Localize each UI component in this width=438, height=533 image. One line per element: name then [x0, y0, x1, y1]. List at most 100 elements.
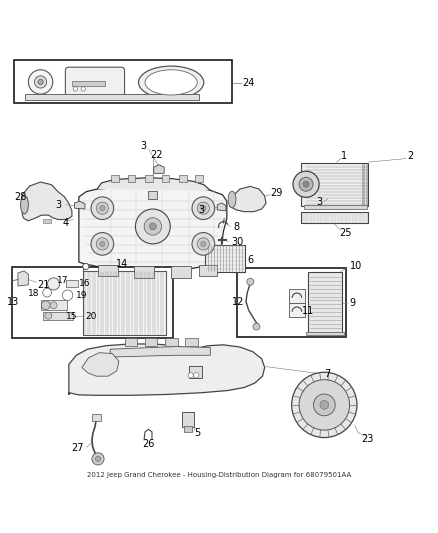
Bar: [306, 332, 344, 335]
Text: 27: 27: [71, 443, 84, 454]
Circle shape: [91, 197, 114, 220]
Text: 7: 7: [325, 369, 331, 379]
Ellipse shape: [83, 263, 89, 270]
Bar: [237, 268, 346, 337]
Bar: [182, 412, 194, 426]
Text: 24: 24: [242, 78, 255, 88]
Text: 20: 20: [85, 312, 96, 321]
Text: 23: 23: [361, 434, 373, 444]
Text: 3: 3: [198, 205, 205, 215]
Polygon shape: [82, 353, 119, 376]
Bar: [179, 175, 187, 182]
Bar: [12, 266, 173, 338]
Circle shape: [96, 238, 109, 250]
Circle shape: [43, 288, 51, 297]
Polygon shape: [69, 344, 265, 395]
Bar: [127, 175, 135, 182]
Bar: [301, 163, 368, 206]
Polygon shape: [79, 184, 227, 270]
Circle shape: [45, 312, 52, 319]
Circle shape: [192, 232, 215, 255]
Text: 5: 5: [194, 428, 200, 438]
Polygon shape: [97, 177, 210, 190]
Bar: [124, 338, 137, 346]
Bar: [72, 80, 105, 86]
Bar: [289, 289, 305, 303]
Circle shape: [92, 453, 104, 465]
Ellipse shape: [138, 66, 204, 99]
Bar: [289, 303, 305, 317]
Bar: [148, 191, 157, 199]
Circle shape: [50, 302, 57, 309]
Text: 22: 22: [150, 150, 162, 160]
Circle shape: [100, 206, 105, 211]
Polygon shape: [154, 165, 164, 173]
Bar: [145, 175, 153, 182]
Text: 29: 29: [270, 188, 283, 198]
Ellipse shape: [21, 196, 28, 214]
Text: 3: 3: [140, 141, 146, 151]
Circle shape: [192, 197, 215, 220]
Circle shape: [135, 209, 170, 244]
Text: 9: 9: [350, 298, 356, 309]
Circle shape: [96, 202, 109, 214]
Circle shape: [73, 87, 78, 91]
Bar: [162, 175, 170, 182]
Text: 25: 25: [339, 228, 351, 238]
Text: 26: 26: [142, 439, 155, 449]
Text: 13: 13: [7, 297, 19, 307]
Circle shape: [292, 372, 357, 438]
Circle shape: [201, 241, 206, 246]
Bar: [189, 366, 202, 378]
Text: 18: 18: [28, 289, 40, 298]
Text: 3: 3: [316, 197, 322, 207]
Bar: [145, 338, 157, 346]
Bar: [111, 175, 119, 182]
Text: 28: 28: [14, 192, 27, 202]
Bar: [41, 301, 67, 310]
Circle shape: [201, 206, 206, 211]
Circle shape: [299, 379, 350, 430]
Circle shape: [144, 218, 162, 235]
Text: 14: 14: [116, 259, 128, 269]
Text: 4: 4: [63, 218, 69, 228]
Bar: [43, 312, 73, 320]
Bar: [301, 212, 368, 223]
Circle shape: [62, 290, 73, 301]
Text: 1: 1: [341, 151, 347, 161]
Bar: [195, 175, 203, 182]
Polygon shape: [18, 271, 28, 286]
Bar: [92, 415, 101, 422]
Bar: [308, 272, 342, 334]
Text: 11: 11: [302, 306, 314, 316]
Bar: [166, 338, 178, 346]
Text: 12: 12: [232, 297, 244, 307]
Text: 17: 17: [57, 276, 68, 285]
Circle shape: [100, 241, 105, 246]
Bar: [66, 279, 78, 287]
Text: 19: 19: [76, 290, 88, 300]
Circle shape: [197, 238, 209, 250]
Circle shape: [247, 278, 254, 285]
Text: 15: 15: [66, 312, 78, 321]
Circle shape: [320, 400, 328, 409]
Polygon shape: [22, 182, 72, 221]
Circle shape: [299, 177, 313, 191]
Polygon shape: [217, 203, 226, 211]
Bar: [171, 265, 191, 278]
Circle shape: [91, 232, 114, 255]
Circle shape: [314, 394, 335, 416]
Text: 10: 10: [350, 261, 362, 271]
Polygon shape: [230, 187, 266, 212]
Text: 2: 2: [407, 151, 413, 161]
Bar: [184, 426, 192, 432]
Circle shape: [35, 76, 47, 88]
Polygon shape: [74, 201, 85, 209]
Circle shape: [194, 373, 199, 378]
Circle shape: [38, 79, 43, 85]
Circle shape: [303, 181, 309, 187]
Bar: [43, 219, 50, 223]
Text: 8: 8: [233, 222, 240, 232]
Bar: [185, 338, 198, 346]
Bar: [134, 265, 154, 278]
